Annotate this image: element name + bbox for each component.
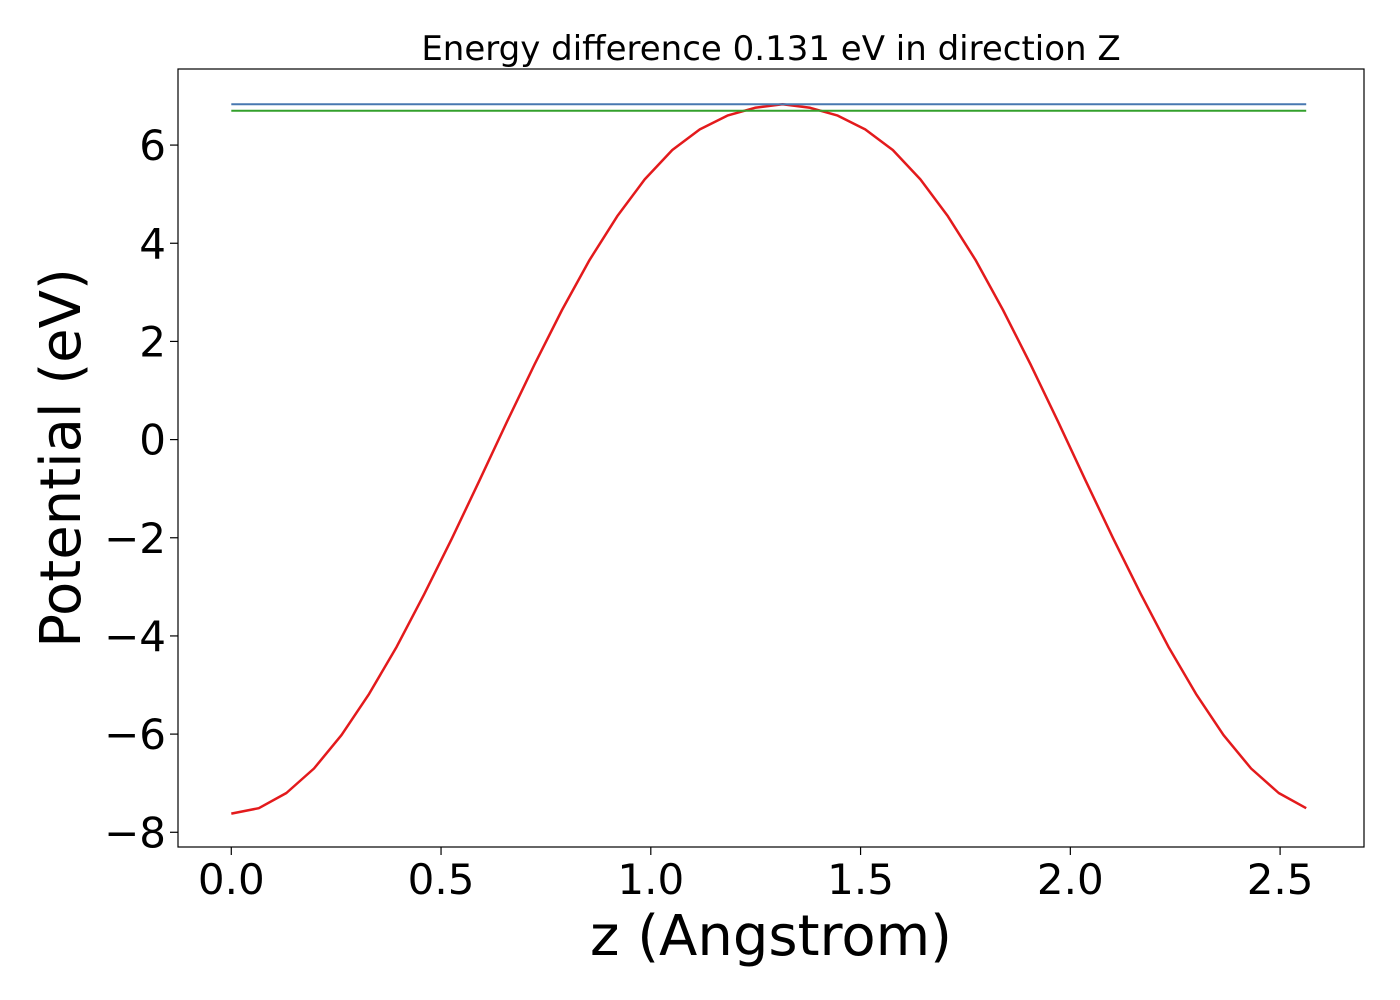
chart-title: Energy difference 0.131 eV in direction … — [421, 29, 1120, 69]
y-tick-label: −2 — [104, 514, 166, 563]
y-tick-label: −4 — [104, 612, 166, 661]
y-tick-label: −6 — [104, 710, 166, 759]
x-tick-label: 1.5 — [827, 855, 894, 904]
y-axis-label: Potential (eV) — [29, 268, 94, 648]
y-tick-label: 6 — [139, 121, 166, 170]
y-axis-ticks: −8 −6 −4 −2 0 2 4 6 — [104, 121, 178, 857]
x-axis-label: z (Angstrom) — [590, 904, 952, 969]
x-tick-label: 0.0 — [198, 855, 265, 904]
plot-area — [177, 68, 1365, 848]
x-tick-label: 0.5 — [408, 855, 475, 904]
x-axis-ticks: 0.0 0.5 1.0 1.5 2.0 2.5 — [198, 847, 1314, 904]
y-tick-label: 4 — [139, 219, 166, 268]
plot-frame — [177, 68, 1365, 848]
potential-curve-0 — [231, 103, 1307, 815]
y-tick-label: 2 — [139, 317, 166, 366]
x-tick-label: 1.0 — [617, 855, 684, 904]
y-tick-label: 0 — [139, 416, 166, 465]
series-layer — [231, 103, 1307, 815]
x-tick-label: 2.5 — [1247, 855, 1314, 904]
y-tick-label: −8 — [104, 808, 166, 857]
x-tick-label: 2.0 — [1037, 855, 1104, 904]
